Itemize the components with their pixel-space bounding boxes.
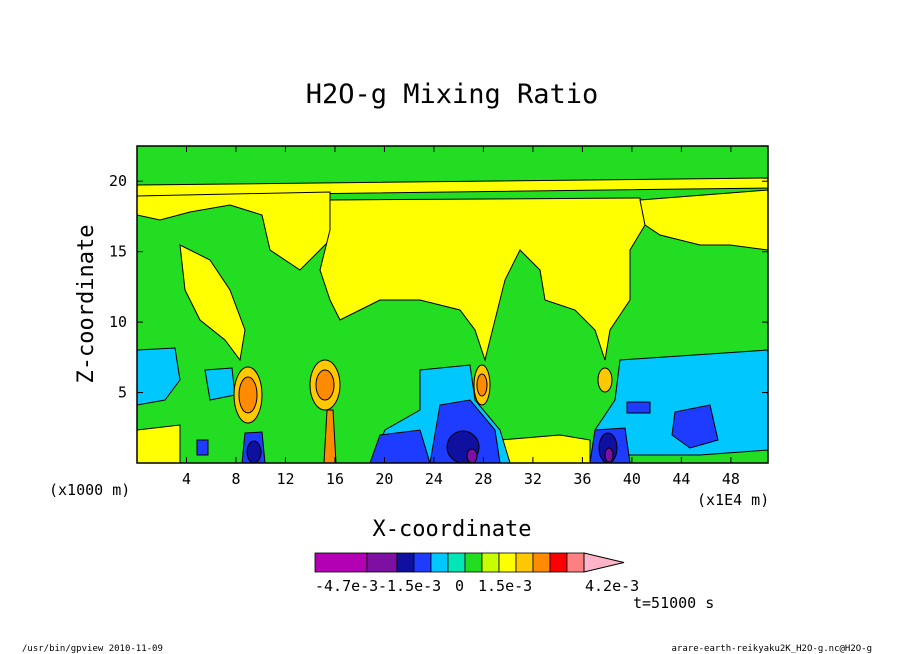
- colorbar-label: 1.5e-3: [478, 577, 532, 595]
- y-tick-label: 10: [109, 313, 127, 331]
- plot-frame: [136, 145, 769, 464]
- orange-plume-9-inner: [238, 376, 258, 414]
- purple-core-38: [604, 447, 614, 463]
- right-cyan: [594, 349, 768, 456]
- time-label: t=51000 s: [633, 594, 714, 612]
- x-tick-label: 20: [375, 470, 393, 488]
- lower-left-yellow: [137, 424, 181, 463]
- x-tick-label: 32: [524, 470, 542, 488]
- x-tick-label: 48: [722, 470, 740, 488]
- x-axis-ticks: 4 8 12 16 20 24 28 32 36 40 44 48: [182, 146, 740, 488]
- blue-cell-5: [196, 439, 209, 456]
- colorbar-swatch: [481, 552, 500, 573]
- x-tick-label: 40: [623, 470, 641, 488]
- y-tick-label: 5: [118, 384, 127, 402]
- upper-yellow-band: [137, 177, 768, 197]
- purple-core-27: [466, 448, 478, 463]
- x-unit-left: (x1000 m): [49, 481, 130, 499]
- orange-plume-15-inner: [315, 369, 335, 401]
- blue-cell-45: [671, 404, 719, 449]
- colorbar-swatch: [447, 552, 466, 573]
- lower-middle-yellow: [499, 434, 591, 463]
- y-axis-ticks: 5 10 15 20: [109, 172, 768, 402]
- x-tick-label: 24: [425, 470, 443, 488]
- x-tick-label: 28: [474, 470, 492, 488]
- navy-core-9: [246, 440, 262, 463]
- x-tick-label: 4: [182, 470, 191, 488]
- blue-cell-41: [626, 401, 651, 414]
- colorbar-label: -4.7e-3: [315, 577, 378, 595]
- orange-plume-28-inner: [476, 373, 488, 397]
- colorbar-swatch: [430, 552, 449, 573]
- left-cyan: [137, 347, 181, 406]
- y-tick-label: 20: [109, 172, 127, 190]
- contour-field: [137, 146, 768, 463]
- colorbar-label: 4.2e-3: [585, 577, 639, 595]
- footer-left: /usr/bin/gpview 2010-11-09: [22, 644, 163, 654]
- x-tick-label: 36: [573, 470, 591, 488]
- colorbar-label: -1.5e-3: [378, 577, 441, 595]
- left-yellow-tongue: [179, 244, 246, 362]
- x-tick-label: 8: [231, 470, 240, 488]
- colorbar-label: 0: [455, 577, 464, 595]
- colorbar-swatch: [396, 552, 415, 573]
- colorbar-swatch: [498, 552, 517, 573]
- colorbar-swatch: [515, 552, 534, 573]
- y-axis-label: Z-coordinate: [74, 225, 99, 384]
- x-axis-label: X-coordinate: [373, 517, 532, 542]
- colorbar-arrow: [583, 552, 625, 573]
- colorbar-swatch: [366, 552, 398, 573]
- x-tick-label: 12: [276, 470, 294, 488]
- colorbar-swatch: [549, 552, 568, 573]
- x-tick-label: 16: [326, 470, 344, 488]
- central-yellow-lobe: [319, 197, 646, 362]
- left-inner-cyan: [204, 367, 236, 401]
- colorbar-labels: -4.7e-3 -1.5e-3 0 1.5e-3 4.2e-3: [315, 577, 639, 595]
- upper-right-yellow: [639, 189, 768, 251]
- colorbar-swatch: [413, 552, 432, 573]
- narrow-jet-16: [323, 409, 337, 463]
- colorbar-swatch: [532, 552, 551, 573]
- colorbar: [314, 552, 625, 573]
- x-unit-right: (x1E4 m): [697, 491, 769, 509]
- x-tick-label: 44: [672, 470, 690, 488]
- colorbar-swatch: [314, 552, 368, 573]
- colorbar-swatch: [464, 552, 483, 573]
- footer-right: arare-earth-reikyaku2K_H2O-g.nc@H2O-g: [672, 644, 872, 654]
- chart-title: H2O-g Mixing Ratio: [306, 79, 599, 110]
- blue-cell-20: [369, 429, 431, 463]
- colorbar-swatch: [566, 552, 585, 573]
- orange-plume-38: [597, 367, 613, 393]
- y-tick-label: 15: [109, 243, 127, 261]
